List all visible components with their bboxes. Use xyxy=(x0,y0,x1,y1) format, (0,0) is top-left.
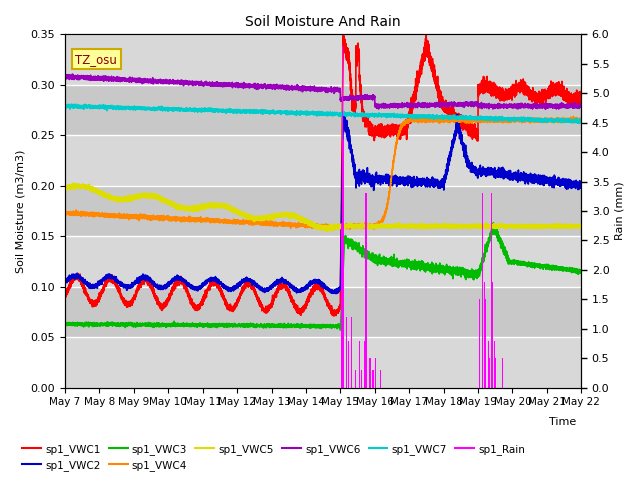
Text: TZ_osu: TZ_osu xyxy=(76,53,117,66)
Bar xyxy=(65,337,581,388)
Title: Soil Moisture And Rain: Soil Moisture And Rain xyxy=(245,15,401,29)
Bar xyxy=(65,236,581,287)
Text: Time: Time xyxy=(548,417,576,427)
Y-axis label: Rain (mm): Rain (mm) xyxy=(615,182,625,240)
Y-axis label: Soil Moisture (m3/m3): Soil Moisture (m3/m3) xyxy=(15,149,25,273)
Legend: sp1_VWC1, sp1_VWC2, sp1_VWC3, sp1_VWC4, sp1_VWC5, sp1_VWC6, sp1_VWC7, sp1_Rain: sp1_VWC1, sp1_VWC2, sp1_VWC3, sp1_VWC4, … xyxy=(18,439,529,475)
Bar xyxy=(65,287,581,337)
Bar xyxy=(65,35,581,85)
Bar xyxy=(65,186,581,236)
Bar xyxy=(65,85,581,135)
Bar xyxy=(65,135,581,186)
